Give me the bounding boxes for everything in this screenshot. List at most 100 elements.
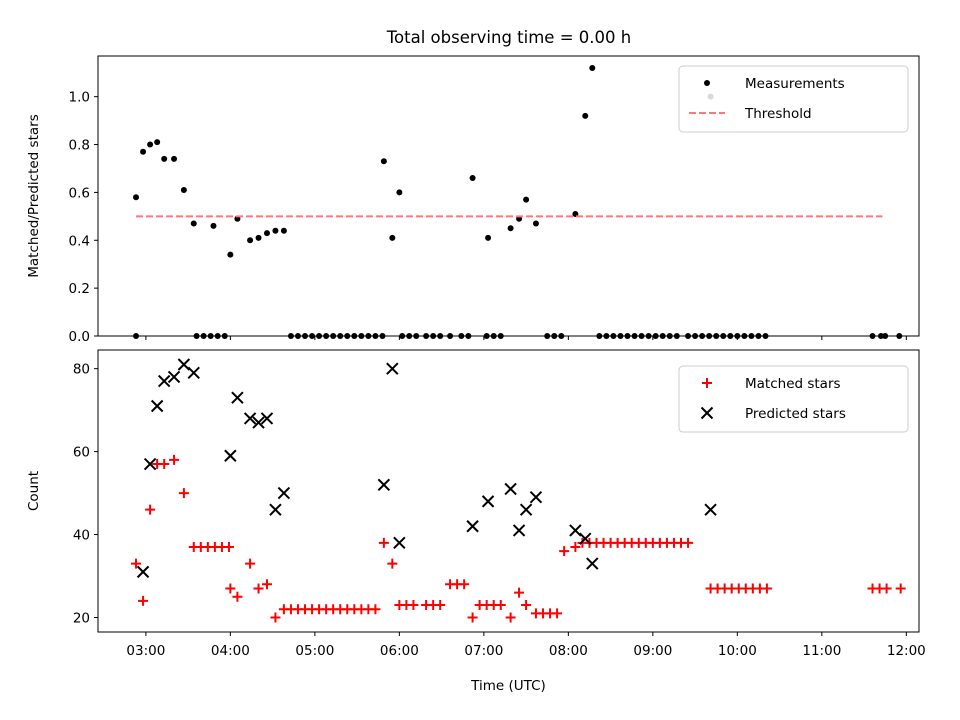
predicted-point	[377, 478, 391, 491]
predicted-point	[504, 482, 517, 496]
predicted-point	[386, 362, 399, 375]
matched-point	[145, 504, 156, 515]
x-tick-label: 04:00	[211, 643, 250, 659]
x-axis-label: Time (UTC)	[470, 678, 546, 694]
y-tick-label: 40	[73, 528, 90, 544]
predicted-point	[466, 520, 479, 533]
y-tick-label: 20	[73, 610, 90, 626]
matched-point	[270, 612, 281, 623]
measurement-point	[171, 155, 178, 162]
predicted-point	[277, 486, 291, 500]
predicted-point	[187, 366, 200, 380]
matched-point	[459, 579, 470, 590]
matched-point	[169, 454, 180, 465]
matched-point	[138, 595, 149, 606]
measurement-point	[507, 225, 514, 232]
matched-point	[495, 600, 506, 611]
legend-matched-swatch	[702, 378, 712, 388]
predicted-point	[136, 565, 150, 579]
matched-point	[178, 488, 189, 499]
y-axis-label: Count	[26, 471, 42, 511]
measurement-point	[263, 230, 270, 237]
matched-point	[559, 546, 570, 557]
measurement-point	[380, 158, 387, 165]
x-tick-label: 06:00	[380, 643, 419, 659]
matched-point	[881, 583, 892, 594]
measurement-point	[523, 196, 530, 203]
measurement-point	[469, 175, 476, 182]
measurement-point	[582, 112, 589, 119]
legend-predicted-swatch	[700, 406, 714, 420]
predicted-point	[529, 491, 543, 504]
legend-box	[678, 65, 909, 133]
legend-label: Matched stars	[745, 376, 841, 392]
measurement-point	[147, 141, 154, 148]
predicted-point	[252, 416, 265, 429]
predicted-point	[143, 457, 157, 471]
measurement-point	[227, 251, 234, 258]
measurement-point	[190, 220, 197, 227]
legend-label: Measurements	[745, 76, 845, 92]
measurement-point	[140, 148, 147, 155]
matched-point	[245, 558, 256, 569]
x-tick-label: 05:00	[295, 643, 334, 659]
measurement-point	[210, 222, 217, 229]
predicted-point	[704, 503, 717, 516]
measurement-point	[589, 64, 596, 71]
measurement-point	[247, 237, 254, 244]
legend-box	[678, 365, 909, 433]
y-tick-label: 0.0	[69, 329, 90, 345]
matched-point	[131, 558, 142, 569]
predicted-point	[150, 399, 164, 413]
measurement-point	[272, 227, 279, 234]
matched-point	[570, 541, 581, 552]
predicted-point	[269, 503, 282, 516]
predicted-point	[586, 557, 599, 570]
y-axis-label: Matched/Predicted stars	[26, 114, 42, 277]
matched-point	[378, 537, 389, 548]
legend-label: Predicted stars	[745, 406, 846, 422]
matched-point	[261, 579, 272, 590]
matched-point	[253, 583, 264, 594]
predicted-point	[512, 524, 526, 537]
matched-point	[521, 600, 532, 611]
predicted-point	[167, 370, 181, 384]
y-tick-label: 60	[73, 445, 90, 461]
predicted-point	[393, 536, 406, 550]
matched-point	[683, 537, 694, 548]
y-tick-label: 0.4	[69, 233, 90, 249]
predicted-point	[569, 524, 582, 537]
y-tick-label: 0.2	[69, 281, 90, 297]
matched-point	[552, 608, 563, 619]
chart-title: Total observing time = 0.00 h	[386, 28, 631, 47]
bottom-panel: 20 40 60 80 03:00 04:00 05:00 06:00 07:00 08:00 09…	[26, 349, 926, 694]
y-tick-label: 0.8	[69, 138, 90, 154]
matched-point	[223, 541, 234, 552]
matched-point	[370, 604, 381, 615]
predicted-point	[224, 449, 237, 462]
x-tick-label: 10:00	[718, 643, 757, 659]
predicted-point	[177, 358, 191, 371]
matched-point	[467, 612, 478, 623]
matched-point	[514, 587, 525, 598]
measurement-point	[396, 189, 403, 196]
axes-frame	[97, 349, 920, 633]
measurement-point	[255, 234, 262, 241]
x-tick-label: 12:00	[887, 643, 926, 659]
y-tick-label: 0.6	[69, 185, 90, 201]
x-tick-label: 11:00	[802, 643, 841, 659]
x-tick-label: 08:00	[549, 643, 588, 659]
predicted-point	[481, 495, 495, 508]
matched-point	[232, 591, 243, 602]
matched-point	[895, 583, 906, 594]
matched-point	[159, 459, 170, 470]
predicted-point	[231, 391, 244, 404]
y-tick-label: 1.0	[69, 90, 90, 106]
x-tick-label: 07:00	[464, 643, 503, 659]
matched-point	[505, 612, 516, 623]
matched-point	[761, 583, 772, 594]
measurement-point	[154, 139, 161, 146]
x-tick-label: 03:00	[126, 643, 165, 659]
measurement-point	[133, 194, 140, 201]
measurement-point	[161, 155, 168, 162]
